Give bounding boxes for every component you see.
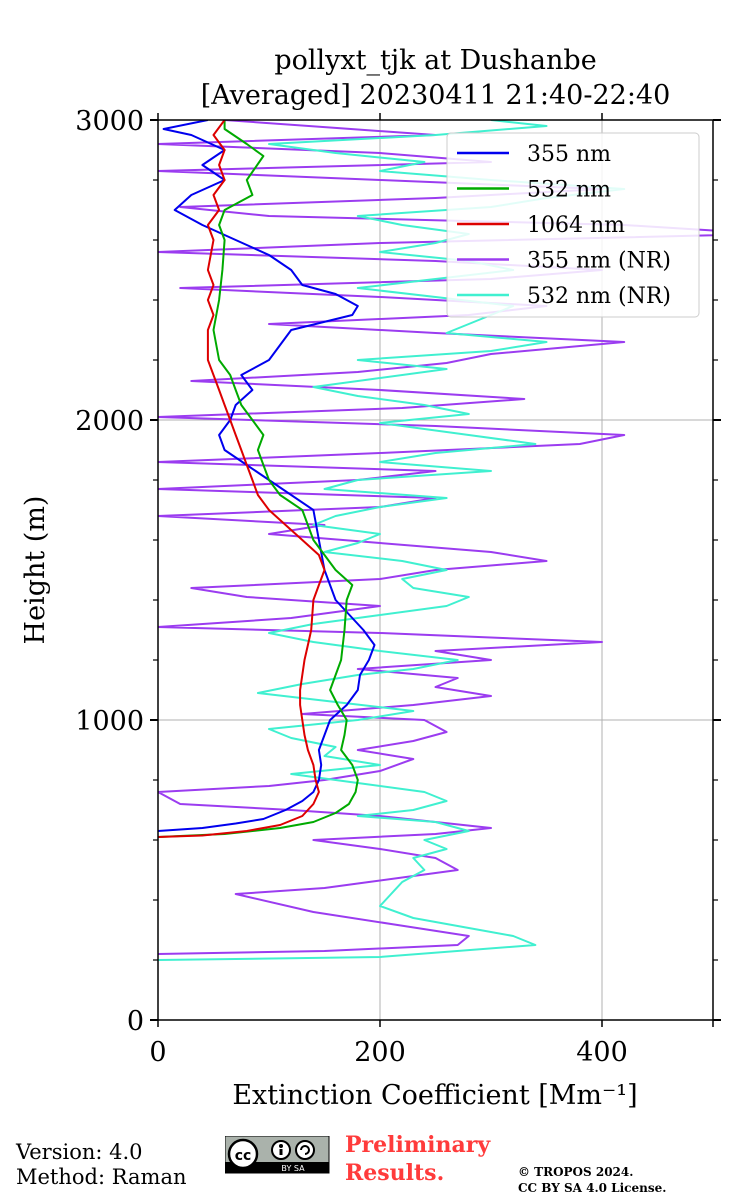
plot-frame [157, 119, 714, 1021]
x-tick-label: 200 [354, 1037, 406, 1068]
x-axis-label: Extinction Coefficient [Mm⁻¹] [232, 1080, 637, 1111]
legend: 355 nm 532 nm 1064 nm 355 nm (NR) 532 nm (NR… [446, 132, 700, 318]
footer-info: Version: 4.0 Method: Raman [16, 1140, 187, 1190]
legend-label: 532 nm [527, 178, 611, 203]
cc-license-badge-icon: cc BY SA [225, 1136, 330, 1174]
chart-title-line1: pollyxt_tjk at Dushanbe [274, 45, 597, 76]
legend-label: 532 nm (NR) [527, 284, 671, 309]
chart-title-line2: [Averaged] 20230411 21:40-22:40 [200, 80, 671, 111]
y-axis-label: Height (m) [20, 496, 51, 645]
x-tick-label: 400 [576, 1037, 628, 1068]
y-tick-label: 2000 [75, 406, 144, 437]
legend-label: 355 nm (NR) [527, 249, 671, 274]
legend-label: 1064 nm [527, 213, 625, 238]
copyright-notice: © TROPOS 2024. CC BY SA 4.0 License. [518, 1165, 667, 1195]
series-line-0 [158, 120, 376, 832]
svg-text:cc: cc [235, 1148, 252, 1164]
preliminary-results-note: Preliminary Results. [345, 1132, 491, 1186]
method-text: Method: Raman [16, 1165, 187, 1189]
svg-text:BY SA: BY SA [281, 1164, 305, 1173]
y-tick-label: 3000 [75, 106, 144, 137]
x-tick-label: 0 [149, 1037, 166, 1068]
series-line-1 [158, 120, 359, 838]
version-text: Version: 4.0 [16, 1140, 143, 1164]
series-line-4 [158, 120, 626, 961]
y-tick-label: 0 [127, 1006, 144, 1037]
series-line-2 [158, 120, 326, 838]
tick-layer: 0 200 400 0 1000 2000 3000 [75, 106, 721, 1068]
legend-box [446, 132, 700, 318]
legend-label: 355 nm [527, 142, 611, 167]
y-tick-label: 1000 [75, 706, 144, 737]
